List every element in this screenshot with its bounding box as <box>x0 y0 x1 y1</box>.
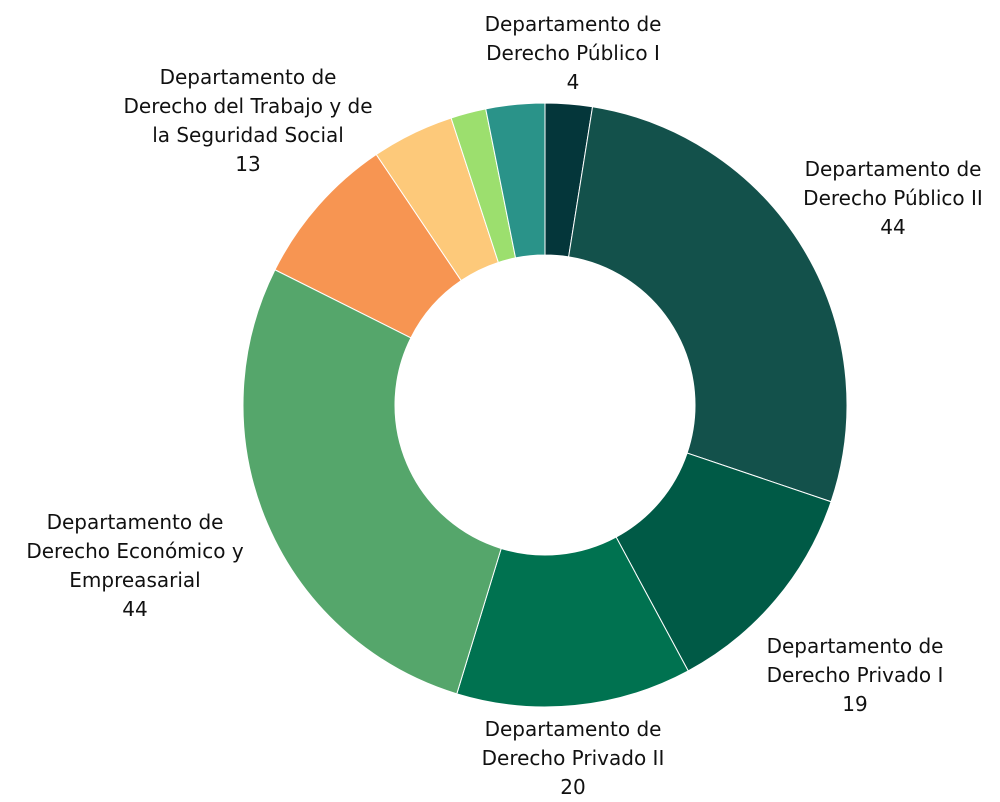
value-label: 19 <box>842 692 868 716</box>
value-label: 13 <box>235 152 261 176</box>
category-label: Departamento de Derecho Privado II <box>481 717 665 770</box>
value-label: 20 <box>560 775 586 799</box>
category-label: Departamento de Derecho Económico y Empr… <box>26 510 244 592</box>
slice-label: Departamento de Derecho del Trabajo y de… <box>78 63 418 179</box>
slice-label: Departamento de Derecho Público II 44 <box>723 155 1000 242</box>
slice-label: Departamento de Derecho Privado I 19 <box>685 632 1000 719</box>
value-label: 4 <box>566 70 580 94</box>
value-label: 44 <box>122 597 148 621</box>
donut-slice <box>568 106 848 503</box>
value-label: 44 <box>880 215 906 239</box>
slice-label: Departamento de Derecho Privado II 20 <box>403 715 743 802</box>
category-label: Departamento de Derecho del Trabajo y de… <box>123 65 373 147</box>
category-label: Departamento de Derecho Público II <box>803 157 983 210</box>
donut-slice <box>456 536 689 708</box>
slice-label: Departamento de Derecho Económico y Empr… <box>0 508 305 624</box>
donut-slice <box>485 102 546 259</box>
category-label: Departamento de Derecho Público I <box>484 12 662 65</box>
donut-slice <box>242 269 502 695</box>
slice-label: Departamento de Derecho Público I 4 <box>403 10 743 97</box>
category-label: Departamento de Derecho Privado I <box>766 634 944 687</box>
